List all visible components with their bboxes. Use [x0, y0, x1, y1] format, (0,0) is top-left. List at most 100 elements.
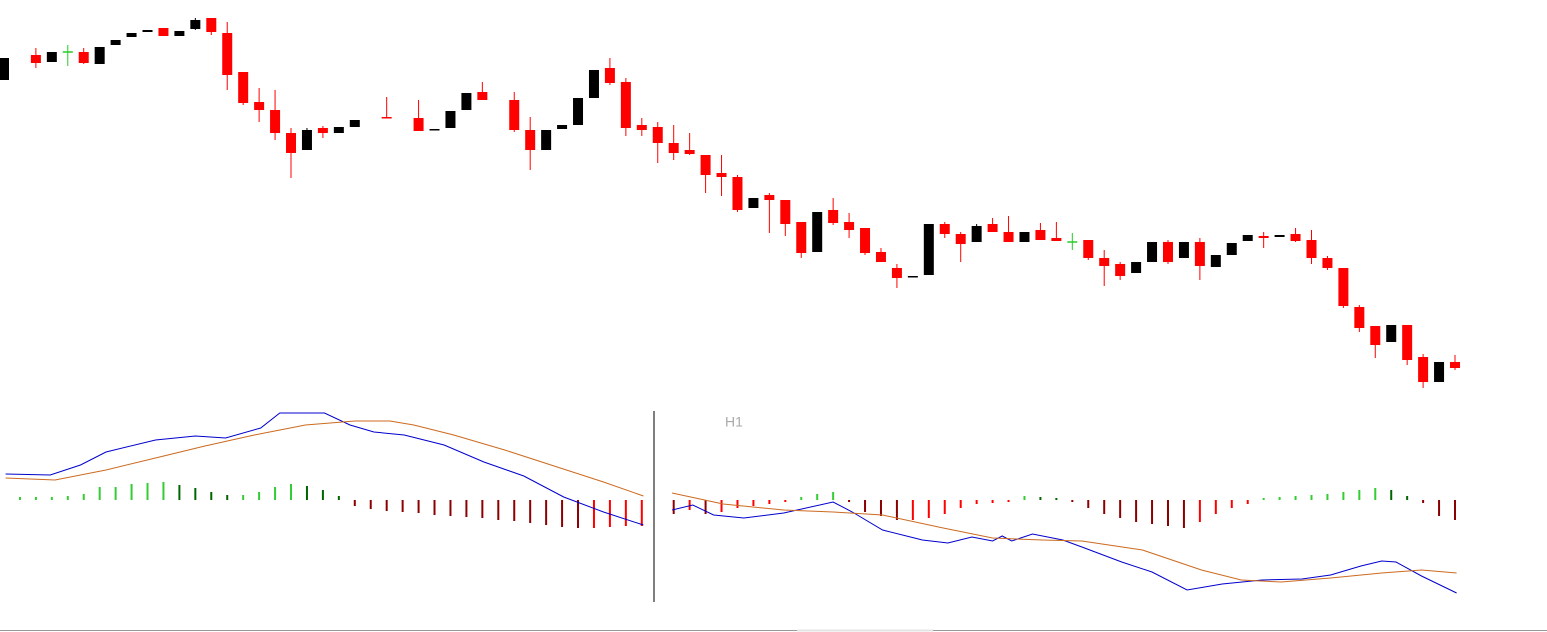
candle-body — [1418, 357, 1429, 382]
candle-body — [477, 92, 488, 100]
indicator-line — [5, 420, 644, 497]
histogram-bar — [672, 500, 675, 514]
histogram-bar — [577, 500, 580, 528]
candle-body — [317, 128, 328, 133]
candle-body — [525, 130, 536, 150]
histogram-bar — [864, 500, 867, 512]
candle-body — [620, 82, 631, 128]
candle-body — [1322, 258, 1333, 268]
histogram-bar — [337, 496, 340, 500]
candle-body — [541, 130, 552, 150]
histogram-bar — [433, 500, 436, 515]
histogram-bar — [130, 484, 133, 500]
histogram-bar — [1262, 498, 1265, 500]
candle-body — [891, 268, 902, 278]
candle-body — [796, 222, 807, 253]
candle-body — [0, 58, 9, 80]
candle-body — [1434, 362, 1445, 382]
histogram-bar — [704, 500, 707, 514]
candle-body — [780, 200, 791, 224]
indicator-line — [671, 501, 1457, 594]
candle-body — [557, 125, 568, 129]
candle-body — [588, 70, 599, 98]
candle-body — [301, 130, 312, 150]
candle-body — [286, 133, 297, 153]
candle-body — [844, 222, 855, 230]
candle-body — [94, 47, 105, 64]
histogram-bar — [481, 500, 484, 518]
candle-body — [1338, 268, 1349, 306]
histogram-bar — [1135, 500, 1138, 522]
histogram-bar — [1294, 496, 1297, 500]
histogram-bar — [545, 500, 548, 525]
histogram-bar — [736, 500, 739, 508]
candle-body — [158, 28, 169, 36]
histogram-bar — [1023, 496, 1026, 500]
histogram-bar — [210, 492, 213, 500]
histogram-bar — [1374, 488, 1377, 500]
candle-body — [206, 18, 217, 32]
histogram-bar — [194, 488, 197, 500]
candle-body — [971, 226, 982, 242]
histogram-bar — [991, 500, 994, 503]
histogram-bar — [911, 500, 914, 520]
histogram-bar — [1406, 496, 1409, 500]
candle-body — [764, 195, 775, 200]
histogram-bar — [1087, 500, 1090, 508]
histogram-bar — [720, 500, 723, 512]
candle-body — [1131, 262, 1142, 273]
histogram-bar — [879, 500, 882, 516]
candle-body — [828, 210, 839, 223]
histogram-bar — [258, 492, 261, 500]
histogram-bar — [561, 500, 564, 527]
candle-body — [222, 33, 233, 75]
candle-body — [1178, 242, 1189, 258]
candle-body — [652, 127, 663, 143]
candle-body — [333, 127, 344, 133]
histogram-bar — [1438, 500, 1441, 516]
candle-body — [573, 98, 584, 125]
candle-body — [907, 276, 918, 278]
histogram-bar — [784, 500, 787, 502]
candle-body — [636, 125, 647, 130]
candle-body — [461, 93, 472, 110]
candle-body — [1115, 264, 1126, 276]
histogram-bar — [66, 496, 69, 500]
histogram-bar — [1390, 490, 1393, 500]
histogram-bar — [1342, 492, 1345, 500]
histogram-bar — [18, 497, 21, 500]
candle-body — [939, 224, 950, 234]
histogram-bar — [768, 500, 771, 504]
histogram-bar — [608, 500, 611, 527]
candle-body — [1274, 235, 1285, 237]
histogram-bar — [497, 500, 500, 520]
histogram-bar — [1039, 497, 1042, 500]
candle-body — [1386, 325, 1397, 342]
histogram-bar — [353, 500, 356, 506]
histogram-bar — [1246, 500, 1249, 504]
histogram-bar — [1278, 497, 1281, 500]
histogram-bar — [50, 497, 53, 500]
histogram-bar — [752, 500, 755, 506]
candle-body — [270, 110, 281, 133]
histogram-bar — [34, 497, 37, 500]
histogram-bar — [927, 500, 930, 518]
candle-body — [1306, 240, 1317, 258]
timeframe-label: H1 — [725, 414, 743, 430]
histogram-bar — [274, 487, 277, 500]
histogram-bar — [529, 500, 532, 523]
candle-body — [923, 224, 934, 275]
histogram-bar — [417, 500, 420, 513]
histogram-bar — [385, 500, 388, 511]
histogram-bar — [1055, 498, 1058, 500]
candle-body — [30, 55, 41, 63]
candle-body — [1147, 242, 1158, 262]
candle-body — [1402, 325, 1413, 360]
candle-body — [126, 33, 137, 37]
candle-body — [955, 234, 966, 244]
candle-body — [1370, 326, 1381, 345]
candle-body — [604, 68, 615, 83]
candle-body — [349, 120, 360, 127]
candle-body — [732, 177, 743, 210]
histogram-bar — [816, 494, 819, 500]
